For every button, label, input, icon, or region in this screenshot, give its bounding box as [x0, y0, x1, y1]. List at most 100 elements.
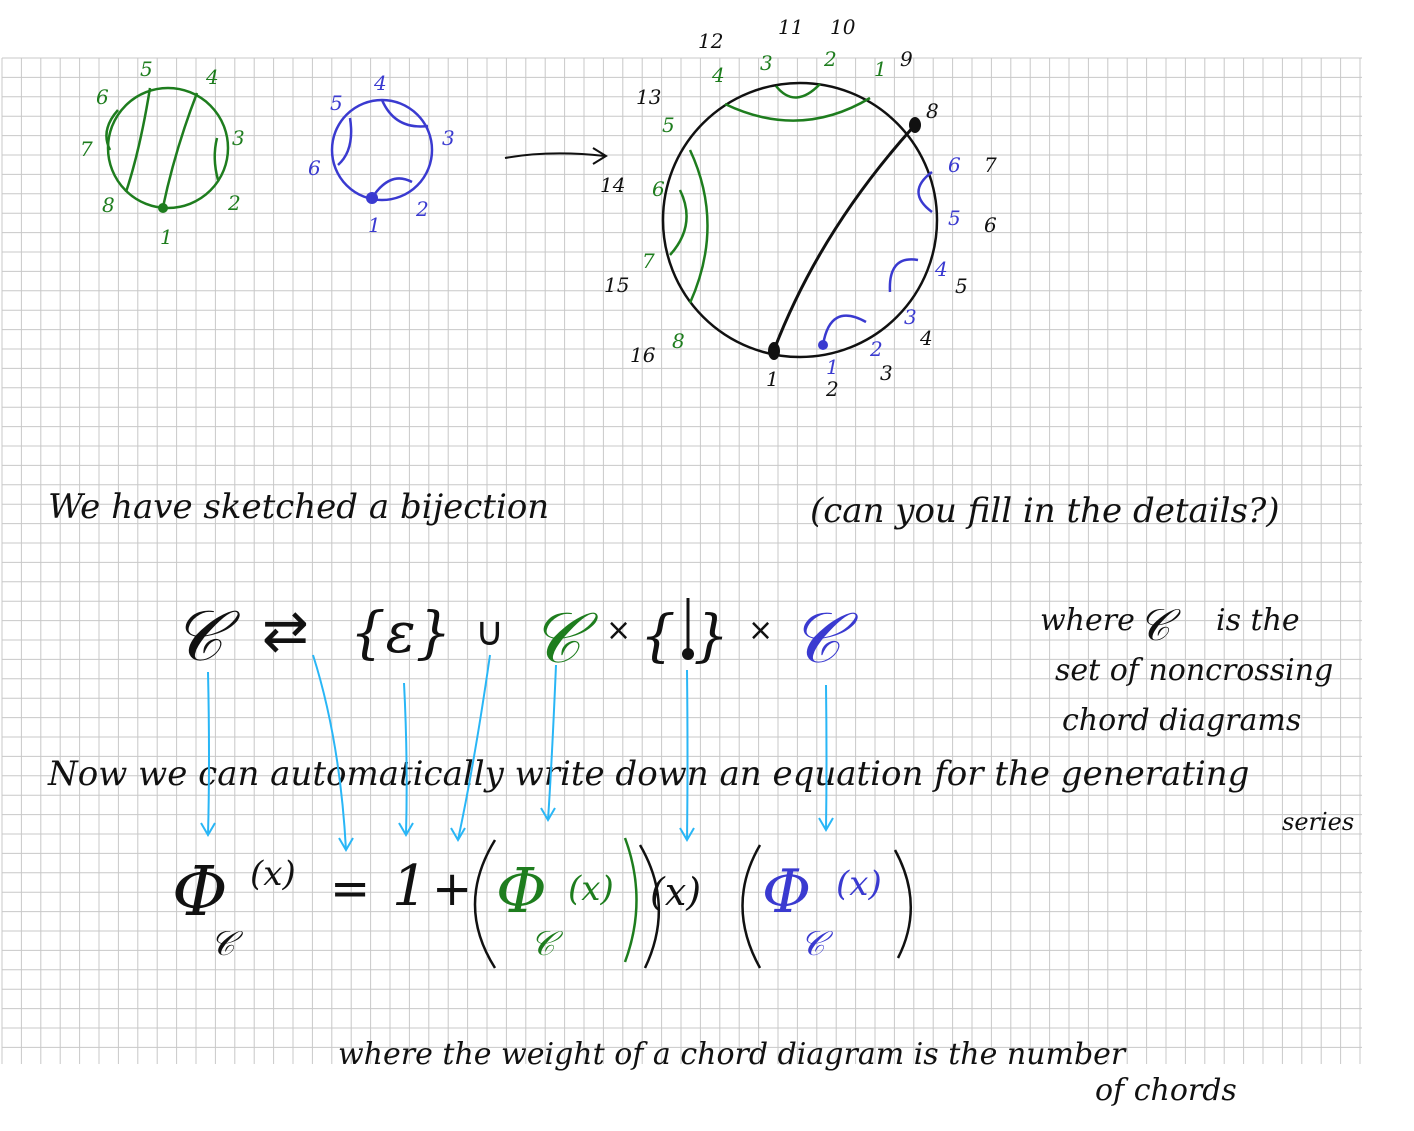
- green-label-1: 1: [160, 225, 173, 249]
- correspondence-arrowhead-4: [450, 827, 466, 842]
- paren-close-1: [638, 844, 660, 969]
- correspondence-arrowhead-5: [540, 807, 556, 822]
- correspondence-arrowhead-3: [398, 822, 414, 837]
- big-green-sublabel-2: 2: [823, 47, 837, 71]
- big-label-15: 15: [604, 273, 629, 297]
- set-C-green: 𝒞: [530, 597, 599, 679]
- paren-close-3: [893, 849, 913, 959]
- big-blue-sublabel-4: 4: [934, 257, 948, 281]
- green-root-point: [158, 203, 168, 213]
- blue-label-6: 6: [308, 156, 321, 180]
- times-2: ×: [748, 613, 773, 648]
- where-C-symbol: 𝒞: [1138, 600, 1181, 651]
- set-C-blue: 𝒞: [790, 597, 859, 679]
- correspondence-arrows: [200, 654, 834, 852]
- big-label-1: 1: [766, 367, 779, 391]
- big-label-6: 6: [984, 213, 997, 237]
- times-1: ×: [606, 613, 631, 648]
- green-chord-3-2: [213, 137, 220, 181]
- correspondence-arrow-4: [457, 654, 491, 841]
- epsilon-set: {ε}: [350, 601, 451, 666]
- correspondence-arrowhead-7: [818, 817, 834, 832]
- phi-green-subscript: 𝒞: [530, 924, 564, 964]
- big-blue-sublabel-3: 3: [904, 305, 917, 329]
- big-green-chord-left-outer: [688, 149, 709, 304]
- plus-sign: +: [432, 861, 472, 917]
- big-label-8: 8: [926, 99, 939, 123]
- big-green-chord-left-inner: [669, 189, 688, 256]
- black-root-chord: [772, 123, 917, 351]
- phi-green-arg: (x): [568, 869, 614, 909]
- phi-green: Φ: [496, 854, 547, 927]
- black-root-point-8: [909, 117, 921, 133]
- green-label-7: 7: [80, 137, 93, 161]
- paren-open-3: [741, 844, 762, 969]
- phi-blue-arg: (x): [836, 864, 882, 904]
- correspondence-arrowhead-1: [200, 822, 216, 837]
- blue-label-3: 3: [442, 126, 455, 150]
- big-blue-root-point: [818, 340, 828, 350]
- big-green-sublabel-6: 6: [652, 177, 665, 201]
- big-green-sublabel-3: 3: [760, 51, 773, 75]
- phi-blue: Φ: [762, 857, 811, 927]
- big-label-5: 5: [955, 274, 968, 298]
- blue-label-2: 2: [415, 197, 429, 221]
- correspondence-arrow-7: [825, 684, 828, 831]
- weight-note-line1: where the weight of a chord diagram is t…: [338, 1037, 1127, 1072]
- big-green-sublabel-4: 4: [711, 63, 725, 87]
- map-arrow: [504, 152, 606, 159]
- big-label-4: 4: [919, 326, 933, 350]
- blue-root-point: [366, 192, 378, 204]
- blue-label-1: 1: [368, 213, 381, 237]
- green-label-5: 5: [140, 57, 153, 81]
- phi-lhs: Φ: [172, 853, 228, 932]
- big-label-14: 14: [600, 173, 625, 197]
- big-green-chord-outer: [724, 96, 871, 122]
- big-label-7: 7: [984, 153, 997, 177]
- set-C-lhs: 𝒞: [172, 595, 241, 677]
- big-label-2: 2: [825, 377, 839, 401]
- chord-set-root: [682, 648, 694, 660]
- big-label-12: 12: [698, 29, 723, 53]
- correspondence-arrow-3: [403, 682, 408, 836]
- correspondence-arrowhead-6: [679, 827, 695, 842]
- big-label-9: 9: [900, 47, 913, 71]
- constant-one: 1: [392, 854, 428, 919]
- bijection-question: (can you fill in the details?): [810, 491, 1279, 531]
- big-chord-diagram: 1 2 3 4 5 6 7 8 9 10 11 12 13 14 15 16 1…: [600, 15, 997, 401]
- blue-chord-5-6: [337, 117, 353, 166]
- chord-diagrams-words: chord diagrams: [1062, 703, 1301, 738]
- green-label-4: 4: [205, 65, 219, 89]
- big-label-10: 10: [830, 15, 856, 39]
- set-of-noncrossing: set of noncrossing: [1055, 653, 1333, 688]
- correspondence-arrow-5: [547, 664, 557, 821]
- big-green-sublabel-1: 1: [874, 57, 887, 81]
- series-word: series: [1282, 808, 1354, 836]
- correspondence-arrow-1: [207, 671, 210, 836]
- where-word: where: [1040, 603, 1135, 638]
- generating-function-equation: Φ 𝒞 (x) = 1 + Φ 𝒞 (x) (x) Φ 𝒞 (x): [172, 837, 913, 969]
- correspondence-arrowhead-2: [338, 837, 354, 852]
- equation-sentence: Now we can automatically write down an e…: [47, 754, 1249, 794]
- black-root-point-1: [768, 342, 780, 360]
- green-label-3: 3: [232, 126, 245, 150]
- big-label-13: 13: [636, 85, 661, 109]
- phi-lhs-arg: (x): [250, 854, 296, 894]
- map-arrowhead: [592, 147, 608, 165]
- correspondence-arrow-2: [312, 654, 347, 851]
- green-label-6: 6: [96, 85, 109, 109]
- paren-close-green: [623, 837, 638, 963]
- big-label-16: 16: [630, 343, 656, 367]
- green-label-8: 8: [102, 193, 115, 217]
- union-symbol: ∪: [475, 609, 504, 655]
- chord-set-braces: { }: [640, 604, 729, 669]
- is-the-words: is the: [1216, 603, 1300, 638]
- blue-label-4: 4: [373, 71, 387, 95]
- phi-lhs-subscript: 𝒞: [210, 924, 244, 964]
- correspondence-arrow-6: [686, 669, 689, 841]
- big-green-sublabel-5: 5: [662, 113, 675, 137]
- big-blue-chord-2-3: [821, 314, 867, 346]
- big-blue-sublabel-5: 5: [948, 206, 961, 230]
- green-label-2: 2: [227, 191, 241, 215]
